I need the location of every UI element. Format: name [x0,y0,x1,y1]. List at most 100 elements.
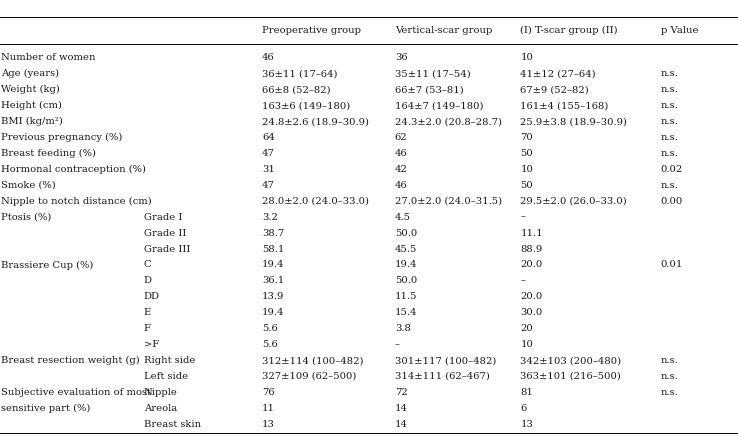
Text: p Value: p Value [661,26,698,35]
Text: 4.5: 4.5 [395,213,411,222]
Text: E: E [144,308,151,317]
Text: Areola: Areola [144,404,177,413]
Text: 11.1: 11.1 [520,228,543,238]
Text: 81: 81 [520,388,533,397]
Text: 36: 36 [395,53,407,62]
Text: 29.5±2.0 (26.0–33.0): 29.5±2.0 (26.0–33.0) [520,197,627,206]
Text: n.s.: n.s. [661,181,678,190]
Text: 5.6: 5.6 [262,340,277,349]
Text: 31: 31 [262,165,275,174]
Text: sensitive part (%): sensitive part (%) [1,404,91,413]
Text: 50: 50 [520,181,533,190]
Text: 10: 10 [520,165,533,174]
Text: 3.2: 3.2 [262,213,278,222]
Text: n.s.: n.s. [661,85,678,94]
Text: n.s.: n.s. [661,133,678,142]
Text: –: – [520,277,525,285]
Text: Grade III: Grade III [144,245,190,254]
Text: 66±7 (53–81): 66±7 (53–81) [395,85,463,94]
Text: Left side: Left side [144,372,188,381]
Text: 38.7: 38.7 [262,228,284,238]
Text: Breast skin: Breast skin [144,420,201,429]
Text: 30.0: 30.0 [520,308,542,317]
Text: Grade II: Grade II [144,228,186,238]
Text: 41±12 (27–64): 41±12 (27–64) [520,69,596,78]
Text: Vertical-scar group: Vertical-scar group [395,26,492,35]
Text: BMI (kg/m²): BMI (kg/m²) [1,117,63,126]
Text: Preoperative group: Preoperative group [262,26,361,35]
Text: 35±11 (17–54): 35±11 (17–54) [395,69,471,78]
Text: 58.1: 58.1 [262,245,284,254]
Text: Right side: Right side [144,356,196,365]
Text: 5.6: 5.6 [262,324,277,333]
Text: 0.02: 0.02 [661,165,683,174]
Text: 327±109 (62–500): 327±109 (62–500) [262,372,356,381]
Text: 10: 10 [520,53,533,62]
Text: Ptosis (%): Ptosis (%) [1,213,52,222]
Text: 45.5: 45.5 [395,245,417,254]
Text: 19.4: 19.4 [395,261,417,269]
Text: 25.9±3.8 (18.9–30.9): 25.9±3.8 (18.9–30.9) [520,117,627,126]
Text: 70: 70 [520,133,533,142]
Text: 46: 46 [395,181,407,190]
Text: 20: 20 [520,324,533,333]
Text: n.s.: n.s. [661,69,678,78]
Text: 28.0±2.0 (24.0–33.0): 28.0±2.0 (24.0–33.0) [262,197,369,206]
Text: n.s.: n.s. [661,149,678,158]
Text: 42: 42 [395,165,407,174]
Text: 20.0: 20.0 [520,292,542,301]
Text: 76: 76 [262,388,275,397]
Text: 363±101 (216–500): 363±101 (216–500) [520,372,621,381]
Text: Weight (kg): Weight (kg) [1,85,61,94]
Text: 24.8±2.6 (18.9–30.9): 24.8±2.6 (18.9–30.9) [262,117,369,126]
Text: 13: 13 [262,420,275,429]
Text: Nipple: Nipple [144,388,178,397]
Text: >F: >F [144,340,159,349]
Text: Age (years): Age (years) [1,69,60,78]
Text: 312±114 (100–482): 312±114 (100–482) [262,356,364,365]
Text: 46: 46 [262,53,275,62]
Text: Previous pregnancy (%): Previous pregnancy (%) [1,133,123,142]
Text: 47: 47 [262,149,275,158]
Text: 161±4 (155–168): 161±4 (155–168) [520,101,609,110]
Text: 88.9: 88.9 [520,245,542,254]
Text: 164±7 (149–180): 164±7 (149–180) [395,101,483,110]
Text: 163±6 (149–180): 163±6 (149–180) [262,101,351,110]
Text: D: D [144,277,152,285]
Text: 19.4: 19.4 [262,308,284,317]
Text: 13: 13 [520,420,533,429]
Text: 6: 6 [520,404,526,413]
Text: Grade I: Grade I [144,213,182,222]
Text: 342±103 (200–480): 342±103 (200–480) [520,356,621,365]
Text: 50: 50 [520,149,533,158]
Text: Breast feeding (%): Breast feeding (%) [1,149,97,158]
Text: DD: DD [144,292,160,301]
Text: 72: 72 [395,388,407,397]
Text: 301±117 (100–482): 301±117 (100–482) [395,356,496,365]
Text: 66±8 (52–82): 66±8 (52–82) [262,85,331,94]
Text: 314±111 (62–467): 314±111 (62–467) [395,372,490,381]
Text: Breast resection weight (g): Breast resection weight (g) [1,356,140,365]
Text: 50.0: 50.0 [395,228,417,238]
Text: 11: 11 [262,404,275,413]
Text: 24.3±2.0 (20.8–28.7): 24.3±2.0 (20.8–28.7) [395,117,502,126]
Text: 3.8: 3.8 [395,324,411,333]
Text: Smoke (%): Smoke (%) [1,181,56,190]
Text: 19.4: 19.4 [262,261,284,269]
Text: 15.4: 15.4 [395,308,417,317]
Text: F: F [144,324,151,333]
Text: 14: 14 [395,420,408,429]
Text: 47: 47 [262,181,275,190]
Text: 67±9 (52–82): 67±9 (52–82) [520,85,589,94]
Text: 20.0: 20.0 [520,261,542,269]
Text: 27.0±2.0 (24.0–31.5): 27.0±2.0 (24.0–31.5) [395,197,502,206]
Text: Hormonal contraception (%): Hormonal contraception (%) [1,165,146,174]
Text: Height (cm): Height (cm) [1,101,63,110]
Text: 50.0: 50.0 [395,277,417,285]
Text: 13.9: 13.9 [262,292,284,301]
Text: 0.00: 0.00 [661,197,683,206]
Text: 11.5: 11.5 [395,292,417,301]
Text: n.s.: n.s. [661,356,678,365]
Text: n.s.: n.s. [661,101,678,110]
Text: Nipple to notch distance (cm): Nipple to notch distance (cm) [1,197,152,206]
